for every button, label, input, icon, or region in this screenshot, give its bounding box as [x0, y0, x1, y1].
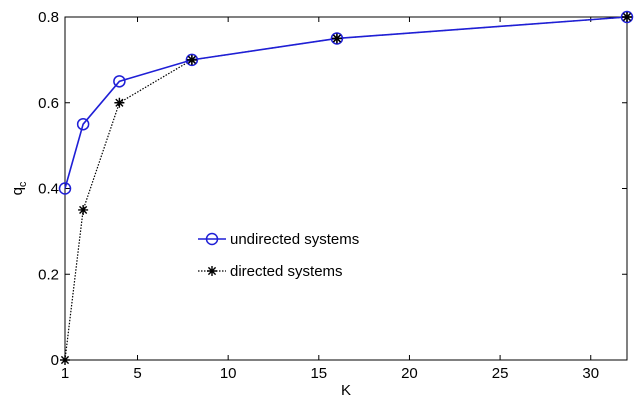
star-marker	[622, 12, 632, 22]
y-axis-label-main: q	[9, 187, 26, 195]
y-axis-label-subscript: c	[17, 181, 29, 187]
legend-item-undirected: undirected systems	[198, 231, 359, 248]
star-marker	[207, 266, 217, 276]
x-axis: 1 5 10 15 20 25 30	[61, 17, 599, 382]
y-axis: 0 0.2 0.4 0.6 0.8	[38, 9, 627, 369]
legend-label: undirected systems	[230, 231, 359, 248]
y-axis-label: qc	[9, 181, 29, 195]
series-undirected	[58, 10, 634, 195]
star-marker	[331, 33, 342, 44]
series-layer	[58, 10, 634, 365]
x-tick-label: 10	[220, 365, 237, 382]
circle-marker	[620, 10, 634, 24]
x-axis-label: K	[341, 382, 351, 399]
circle-marker	[58, 182, 72, 195]
series-line	[64, 16, 628, 361]
series-directed	[60, 12, 632, 365]
circle-marker	[185, 53, 199, 67]
star-marker	[114, 97, 125, 108]
x-tick-label: 15	[310, 365, 327, 382]
star-overlay	[186, 12, 632, 65]
star-marker	[60, 355, 70, 365]
legend-label: directed systems	[230, 263, 343, 280]
star-marker	[78, 204, 89, 215]
y-tick-label: 0.8	[38, 9, 59, 26]
circle-marker	[330, 32, 344, 45]
y-tick-label: 0.6	[38, 95, 59, 112]
x-tick-label: 5	[133, 365, 141, 382]
circle-marker	[113, 75, 126, 88]
plot-frame	[64, 16, 628, 361]
legend-item-directed: directed systems	[198, 263, 343, 280]
x-tick-label: 25	[492, 365, 509, 382]
y-tick-label: 0.4	[38, 181, 59, 198]
circle-marker	[205, 232, 219, 246]
circle-marker	[76, 117, 90, 131]
x-tick-label: 1	[61, 365, 69, 382]
legend: undirected systems directed systems	[198, 231, 359, 280]
x-tick-label: 30	[582, 365, 599, 382]
series-line	[64, 16, 628, 189]
y-tick-label: 0	[51, 352, 59, 369]
star-marker	[186, 54, 197, 65]
plot-border	[64, 16, 628, 361]
y-tick-label: 0.2	[38, 266, 59, 283]
x-tick-label: 20	[401, 365, 418, 382]
